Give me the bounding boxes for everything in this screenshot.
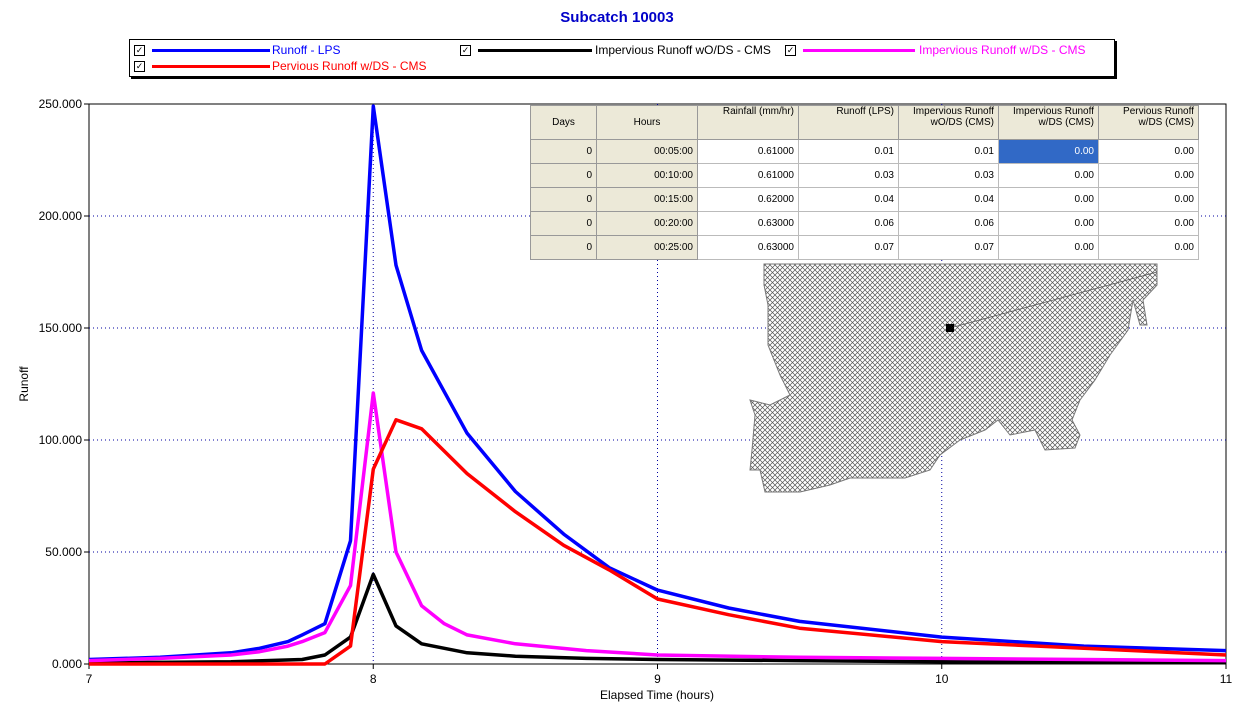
x-tick-label: 11 xyxy=(1220,672,1233,686)
y-tick-label: 150.000 xyxy=(39,321,83,335)
table-cell[interactable]: 0.63000 xyxy=(697,211,799,236)
table-cell[interactable]: 0.01 xyxy=(898,139,999,164)
table-cell[interactable]: 0.00 xyxy=(1098,187,1199,212)
table-header-cell[interactable]: Runoff (LPS) xyxy=(798,105,899,140)
legend-swatch xyxy=(478,49,592,52)
table-cell[interactable]: 0.06 xyxy=(898,211,999,236)
table-header-cell[interactable]: Impervious Runoff w/DS (CMS) xyxy=(998,105,1099,140)
table-header-row: Days Hours Rainfall (mm/hr) Runoff (LPS) Imp… xyxy=(530,105,1199,140)
table-cell[interactable]: 00:10:00 xyxy=(596,163,698,188)
table-cell[interactable]: 00:05:00 xyxy=(596,139,698,164)
table-cell[interactable]: 0.04 xyxy=(898,187,999,212)
table-cell[interactable]: 00:20:00 xyxy=(596,211,698,236)
table-cell[interactable]: 0.07 xyxy=(798,235,899,260)
legend-swatch xyxy=(152,49,270,52)
table-cell[interactable]: 0.06 xyxy=(798,211,899,236)
subcatchment-centroid[interactable] xyxy=(946,324,954,332)
x-tick-label: 10 xyxy=(935,672,949,686)
legend-label: Impervious Runoff wO/DS - CMS xyxy=(595,43,771,57)
chart-legend: ✓ Runoff - LPS ✓ Impervious Runoff wO/DS… xyxy=(129,39,1115,77)
series-line-2 xyxy=(88,572,1227,665)
table-row[interactable]: 0 00:20:00 0.63000 0.06 0.06 0.00 0.00 xyxy=(530,211,1199,236)
table-cell[interactable]: 0.00 xyxy=(1098,139,1199,164)
table-cell[interactable]: 0 xyxy=(530,139,597,164)
data-table: Days Hours Rainfall (mm/hr) Runoff (LPS) Imp… xyxy=(530,105,1199,260)
table-cell[interactable]: 0 xyxy=(530,163,597,188)
table-cell[interactable]: 0.61000 xyxy=(697,139,799,164)
table-cell[interactable]: 0.01 xyxy=(798,139,899,164)
legend-checkbox[interactable]: ✓ xyxy=(134,45,145,56)
table-cell[interactable]: 0 xyxy=(530,211,597,236)
table-cell[interactable]: 0.00 xyxy=(1098,211,1199,236)
legend-label: Pervious Runoff w/DS - CMS xyxy=(272,59,427,73)
series-group xyxy=(88,104,1227,666)
table-header-label: Rainfall (mm/hr) xyxy=(722,106,794,118)
table-cell[interactable]: 00:15:00 xyxy=(596,187,698,212)
legend-label: Impervious Runoff w/DS - CMS xyxy=(919,43,1086,57)
legend-checkbox[interactable]: ✓ xyxy=(460,45,471,56)
table-cell[interactable]: 0.62000 xyxy=(697,187,799,212)
table-cell[interactable]: 0.03 xyxy=(898,163,999,188)
chart-title: Subcatch 10003 xyxy=(560,9,674,26)
table-header-label: Days xyxy=(552,117,575,128)
table-cell[interactable]: 0.04 xyxy=(798,187,899,212)
table-row[interactable]: 0 00:10:00 0.61000 0.03 0.03 0.00 0.00 xyxy=(530,163,1199,188)
x-axis-label: Elapsed Time (hours) xyxy=(600,688,714,702)
table-cell[interactable]: 0.63000 xyxy=(697,235,799,260)
y-axis-label: Runoff xyxy=(17,366,31,402)
table-cell[interactable]: 0.00 xyxy=(998,187,1099,212)
table-header-cell[interactable]: Rainfall (mm/hr) xyxy=(697,105,799,140)
table-header-cell[interactable]: Hours xyxy=(596,105,698,140)
y-tick-label: 250.000 xyxy=(39,97,83,111)
legend-checkbox[interactable]: ✓ xyxy=(134,61,145,72)
x-tick-label: 8 xyxy=(370,672,377,686)
table-cell[interactable]: 0.00 xyxy=(998,211,1099,236)
table-header-cell[interactable]: Days xyxy=(530,105,597,140)
legend-item-impervious-wds[interactable]: ✓ Impervious Runoff w/DS - CMS xyxy=(785,43,1105,57)
table-body: 0 00:05:00 0.61000 0.01 0.01 0.00 0.00 0 00:10:0… xyxy=(530,139,1199,260)
legend-item-pervious-wds[interactable]: ✓ Pervious Runoff w/DS - CMS xyxy=(134,59,464,73)
series-line-3 xyxy=(88,391,1227,663)
y-tick-label: 50.000 xyxy=(45,545,82,559)
table-cell[interactable]: 0 xyxy=(530,235,597,260)
table-row[interactable]: 0 00:25:00 0.63000 0.07 0.07 0.00 0.00 xyxy=(530,235,1199,260)
table-cell[interactable]: 0 xyxy=(530,187,597,212)
legend-label: Runoff - LPS xyxy=(272,43,341,57)
y-tick-label: 100.000 xyxy=(39,433,83,447)
table-header-label: Impervious Runoff wO/DS (CMS) xyxy=(913,106,994,129)
x-tick-label: 9 xyxy=(654,672,661,686)
table-cell[interactable]: 0.61000 xyxy=(697,163,799,188)
x-tick-label: 7 xyxy=(86,672,93,686)
table-cell[interactable]: 0.00 xyxy=(1098,163,1199,188)
table-cell[interactable]: 0.03 xyxy=(798,163,899,188)
legend-item-runoff-lps[interactable]: ✓ Runoff - LPS xyxy=(134,43,364,57)
table-header-label: Pervious Runoff w/DS (CMS) xyxy=(1123,106,1194,129)
outlet-connector xyxy=(949,271,1158,329)
table-row[interactable]: 0 00:05:00 0.61000 0.01 0.01 0.00 0.00 xyxy=(530,139,1199,164)
subcatchment-map xyxy=(749,263,1158,493)
series-line-4 xyxy=(89,418,1227,666)
table-cell[interactable]: 0.00 xyxy=(1098,235,1199,260)
axis-ticks: 0.00050.000100.000150.000200.000250.0007… xyxy=(39,97,1233,686)
table-cell[interactable]: 00:25:00 xyxy=(596,235,698,260)
table-header-cell[interactable]: Pervious Runoff w/DS (CMS) xyxy=(1098,105,1199,140)
table-row[interactable]: 0 00:15:00 0.62000 0.04 0.04 0.00 0.00 xyxy=(530,187,1199,212)
legend-swatch xyxy=(803,49,915,52)
y-tick-label: 200.000 xyxy=(39,209,83,223)
legend-checkbox[interactable]: ✓ xyxy=(785,45,796,56)
table-cell[interactable]: 0.07 xyxy=(898,235,999,260)
legend-item-impervious-wods[interactable]: ✓ Impervious Runoff wO/DS - CMS xyxy=(460,43,790,57)
table-header-label: Impervious Runoff w/DS (CMS) xyxy=(1013,106,1094,129)
table-cell[interactable]: 0.00 xyxy=(998,235,1099,260)
table-header-label: Runoff (LPS) xyxy=(836,106,894,118)
subcatchment-polygon[interactable] xyxy=(749,263,1158,493)
table-cell[interactable]: 0.00 xyxy=(998,139,1099,164)
y-tick-label: 0.000 xyxy=(52,657,82,671)
series-line-1 xyxy=(88,104,1227,662)
table-header-cell[interactable]: Impervious Runoff wO/DS (CMS) xyxy=(898,105,999,140)
legend-swatch xyxy=(152,65,270,68)
table-cell[interactable]: 0.00 xyxy=(998,163,1099,188)
table-header-label: Hours xyxy=(633,117,661,128)
